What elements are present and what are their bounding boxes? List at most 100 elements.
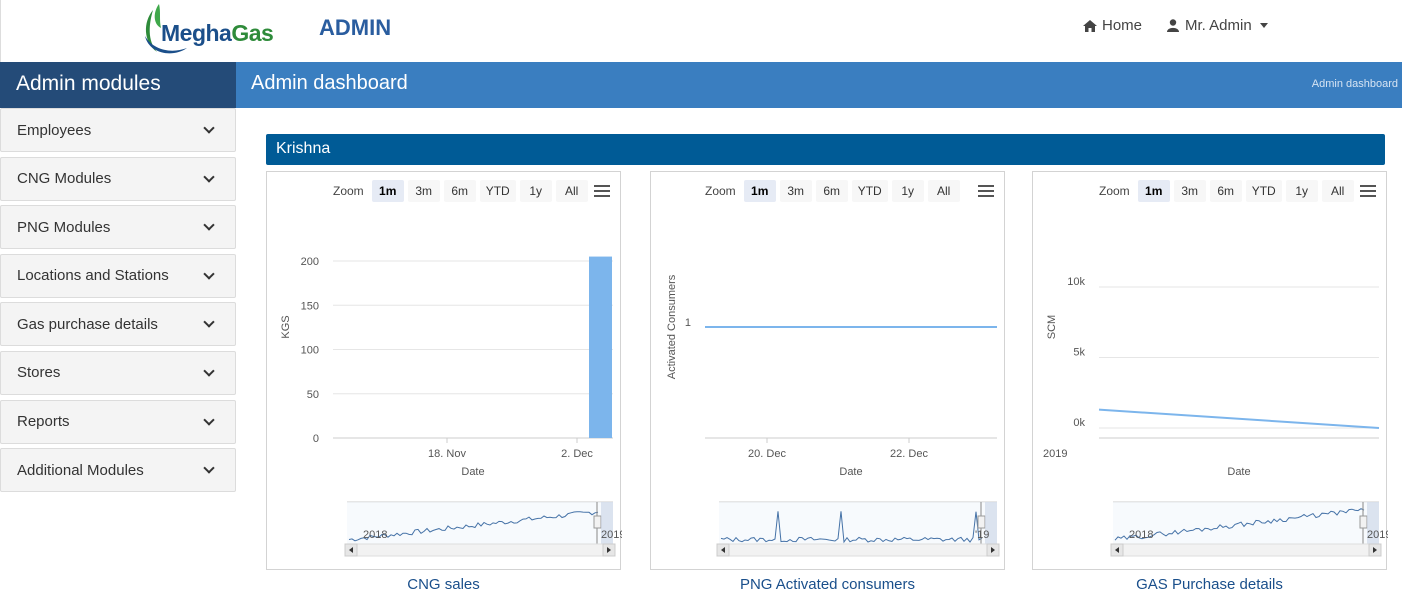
navigator-label: 2019 (1367, 529, 1388, 541)
zoom-6m-button[interactable]: 6m (443, 180, 476, 202)
zoom-selector: Zoom 1m 3m 6m YTD 1y All (1099, 180, 1354, 202)
home-link[interactable]: Home (1083, 17, 1142, 34)
navigator-handle (1359, 515, 1368, 529)
sidebar-item-gas-purchase[interactable]: Gas purchase details (0, 302, 236, 347)
zoom-1y-button[interactable]: 1y (519, 180, 552, 202)
zoom-label: Zoom (333, 184, 364, 198)
sidebar-item-label: Stores (17, 364, 61, 382)
zoom-selector: Zoom 1m 3m 6m YTD 1y All (333, 180, 588, 202)
sidebar-item-additional-modules[interactable]: Additional Modules (0, 448, 236, 493)
navigator-mask (601, 502, 613, 544)
home-icon (1083, 19, 1097, 32)
app-title: ADMIN (319, 15, 392, 40)
zoom-1y-button[interactable]: 1y (891, 180, 924, 202)
zoom-all-button[interactable]: All (927, 180, 960, 202)
sidebar-item-reports[interactable]: Reports (0, 399, 236, 444)
navigator-handle (977, 515, 986, 529)
chart-caption-gas: GAS Purchase details (1136, 576, 1283, 593)
x-tick-label: 20. Dec (748, 448, 786, 460)
chevron-down-icon (203, 462, 215, 474)
x-tick-label: 18. Nov (428, 448, 466, 460)
navigator-scrollbar (1110, 543, 1382, 557)
zoom-6m-button[interactable]: 6m (1209, 180, 1242, 202)
sidebar-item-label: PNG Modules (17, 218, 111, 236)
chevron-down-icon (203, 413, 215, 426)
y-axis-title: SCM (1046, 315, 1058, 339)
sidebar-item-employees[interactable]: Employees (0, 108, 236, 152)
y-tick-label: 10k (1067, 276, 1085, 288)
zoom-1y-button[interactable]: 1y (1285, 180, 1318, 202)
logo-wordmark: MeghaGas (161, 20, 274, 47)
sidebar-item-cng-modules[interactable]: CNG Modules (0, 156, 236, 201)
chart-caption-png: PNG Activated consumers (739, 576, 916, 593)
zoom-1m-button[interactable]: 1m (371, 180, 404, 202)
breadcrumb[interactable]: Admin dashboard (1311, 78, 1398, 90)
y-axis-title: KGS (280, 315, 292, 338)
sidebar-item-label: CNG Modules (17, 170, 112, 188)
zoom-ytd-button[interactable]: YTD (479, 180, 516, 202)
navigator-area (1113, 502, 1379, 544)
x-axis-title: Date (461, 466, 484, 478)
sidebar-item-label: Employees (17, 121, 92, 139)
scroll-right-arrow-icon (607, 547, 611, 553)
zoom-label: Zoom (705, 184, 736, 198)
zoom-3m-button[interactable]: 3m (407, 180, 440, 202)
navigator-label: 2018 (363, 529, 387, 541)
zoom-ytd-button[interactable]: YTD (1245, 180, 1282, 202)
y-tick-label: 150 (301, 300, 319, 312)
navigator-label: 2018 (1129, 529, 1153, 541)
y-tick-label: 100 (301, 345, 319, 357)
zoom-all-button[interactable]: All (555, 180, 588, 202)
chart-panel-gas: Zoom 1m 3m 6m YTD 1y All 0k 5k 10k 2019 Date… (1032, 171, 1388, 570)
chart-menu-icon[interactable] (978, 185, 994, 197)
cng-sales-chart: 0 50 100 150 200 18. Nov 2. Dec Date KGS 2018 2019 (280, 256, 622, 557)
navigator-label: '19 (975, 529, 989, 541)
y-tick-label: 5k (1073, 347, 1085, 359)
y-tick-label: 50 (307, 389, 319, 401)
zoom-1m-button[interactable]: 1m (743, 180, 776, 202)
navigator-area (347, 502, 613, 544)
zoom-selector: Zoom 1m 3m 6m YTD 1y All (705, 180, 960, 202)
region-header: Krishna (266, 134, 1385, 165)
navigator-series-line (348, 511, 599, 542)
chevron-down-icon (203, 122, 215, 134)
user-label: Mr. Admin (1185, 17, 1252, 34)
chart-menu-icon[interactable] (1360, 185, 1376, 197)
chevron-down-icon (203, 316, 215, 329)
sidebar-title: Admin modules (0, 62, 236, 108)
navigator-mask (1367, 502, 1379, 544)
chart-panel-png: Zoom 1m 3m 6m YTD 1y All 1 20. Dec 22. Dec… (650, 171, 1005, 570)
sidebar-item-locations-stations[interactable]: Locations and Stations (0, 253, 236, 298)
megha-gas-logo[interactable]: MeghaGas (139, 2, 279, 58)
zoom-3m-button[interactable]: 3m (779, 180, 812, 202)
navigator-area (719, 502, 997, 544)
zoom-all-button[interactable]: All (1321, 180, 1354, 202)
series-line (1098, 408, 1380, 429)
y-tick-label: 200 (301, 256, 319, 268)
png-consumers-chart: 1 20. Dec 22. Dec Date Activated Consumers '1… (666, 274, 1000, 557)
user-icon (1167, 19, 1179, 32)
x-axis-title: Date (839, 466, 862, 478)
navigator-label: 2019 (601, 529, 622, 541)
sidebar-item-stores[interactable]: Stores (0, 350, 236, 395)
sidebar-item-png-modules[interactable]: PNG Modules (0, 205, 236, 250)
zoom-6m-button[interactable]: 6m (815, 180, 848, 202)
zoom-3m-button[interactable]: 3m (1173, 180, 1206, 202)
x-tick-label: 22. Dec (890, 448, 928, 460)
sidebar-item-label: Gas purchase details (17, 315, 158, 333)
zoom-ytd-button[interactable]: YTD (851, 180, 888, 202)
navigator-series-line (1114, 508, 1365, 541)
chart-caption-cng: CNG sales (407, 576, 480, 593)
navigator-handle (593, 515, 602, 529)
chevron-down-icon (203, 219, 215, 231)
logo-emblem (145, 4, 187, 54)
navigator-mask (985, 502, 997, 544)
y-tick-label: 0 (313, 433, 319, 445)
chevron-down-icon (203, 268, 215, 280)
navigator-scrollbar (716, 543, 1000, 557)
chart-menu-icon[interactable] (594, 185, 610, 197)
home-label: Home (1102, 17, 1143, 34)
zoom-1m-button[interactable]: 1m (1137, 180, 1170, 202)
user-menu[interactable]: Mr. Admin (1167, 17, 1268, 34)
navigator-series-line (720, 511, 983, 544)
